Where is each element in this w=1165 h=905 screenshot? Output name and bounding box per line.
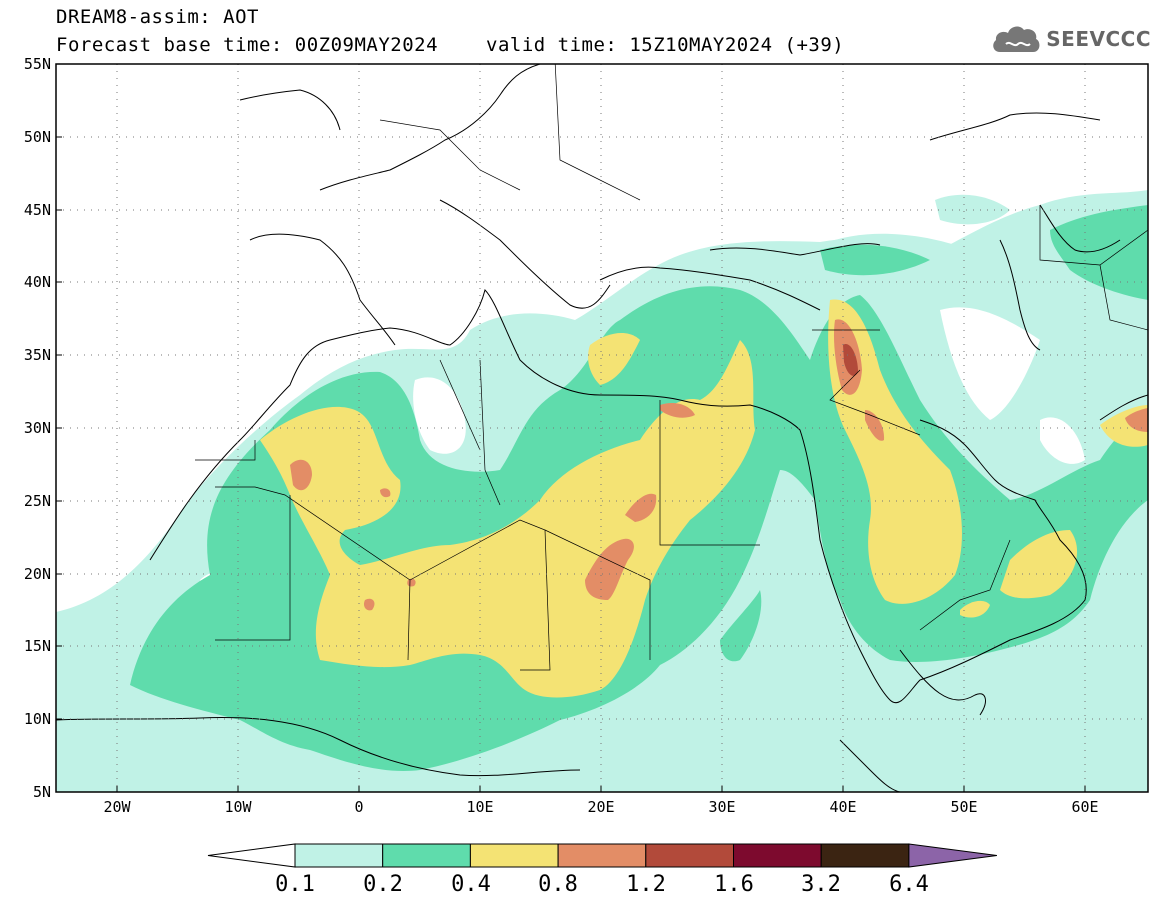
lat-label: 10N xyxy=(24,710,51,728)
lon-label: 0 xyxy=(354,798,363,816)
graticule xyxy=(56,64,1148,792)
lat-label: 5N xyxy=(33,783,51,801)
colorbar-label: 0.2 xyxy=(363,872,403,897)
longitude-labels: 20W 10W 0 10E 20E 30E 40E 50E 60E xyxy=(103,798,1098,816)
lat-label: 30N xyxy=(24,419,51,437)
colorbar-label: 0.8 xyxy=(538,872,578,897)
colorbar-swatch xyxy=(557,843,647,868)
lon-label: 40E xyxy=(829,798,856,816)
cloud-icon xyxy=(993,26,1040,52)
time-line: Forecast base time: 00Z09MAY2024 valid ti… xyxy=(56,34,844,56)
colorbar-label: 3.2 xyxy=(801,872,841,897)
coastlines xyxy=(56,64,1148,792)
lat-label: 15N xyxy=(24,637,51,655)
colorbar-label: 1.6 xyxy=(714,872,754,897)
colorbar-swatch xyxy=(469,843,559,868)
colorbar xyxy=(207,843,997,868)
lon-label: 20W xyxy=(103,798,131,816)
forecast-base-time: Forecast base time: 00Z09MAY2024 xyxy=(56,34,439,56)
lon-label: 10W xyxy=(224,798,252,816)
lat-label: 45N xyxy=(24,201,51,219)
colorbar-label: 1.2 xyxy=(626,872,666,897)
lat-label: 50N xyxy=(24,128,51,146)
colorbar-label: 0.1 xyxy=(275,872,315,897)
seevccc-logo: SEEVCCC xyxy=(990,22,1151,56)
logo-text: SEEVCCC xyxy=(1046,27,1151,51)
latitude-labels: 55N 50N 45N 40N 35N 30N 25N 20N 15N 10N … xyxy=(24,55,51,801)
colorbar-underflow-triangle xyxy=(207,843,296,868)
aot-band-1.2-1.6 xyxy=(843,344,858,376)
axis-ticks xyxy=(56,63,1086,792)
lat-label: 55N xyxy=(24,55,51,73)
colorbar-swatch xyxy=(820,843,910,868)
lat-label: 20N xyxy=(24,565,51,583)
colorbar-swatch xyxy=(294,843,384,868)
lat-label: 35N xyxy=(24,346,51,364)
colorbar-swatch xyxy=(645,843,734,868)
lat-label: 25N xyxy=(24,492,51,510)
lon-label: 50E xyxy=(950,798,977,816)
colorbar-label: 0.4 xyxy=(451,872,491,897)
lon-label: 60E xyxy=(1071,798,1098,816)
map-title: DREAM8-assim: AOT xyxy=(56,6,259,28)
aot-band-0.8-1.2 xyxy=(290,319,1148,611)
lon-label: 10E xyxy=(466,798,493,816)
country-borders xyxy=(195,64,1148,671)
colorbar-overflow-triangle xyxy=(908,843,997,868)
lat-label: 40N xyxy=(24,273,51,291)
valid-time: valid time: 15Z10MAY2024 (+39) xyxy=(486,34,845,56)
colorbar-swatch xyxy=(733,843,822,868)
colorbar-label: 6.4 xyxy=(889,872,929,897)
colorbar-swatch xyxy=(382,843,471,868)
colorbar-labels: 0.1 0.2 0.4 0.8 1.2 1.6 3.2 6.4 xyxy=(275,872,929,897)
lon-label: 30E xyxy=(708,798,735,816)
lon-label: 20E xyxy=(587,798,614,816)
